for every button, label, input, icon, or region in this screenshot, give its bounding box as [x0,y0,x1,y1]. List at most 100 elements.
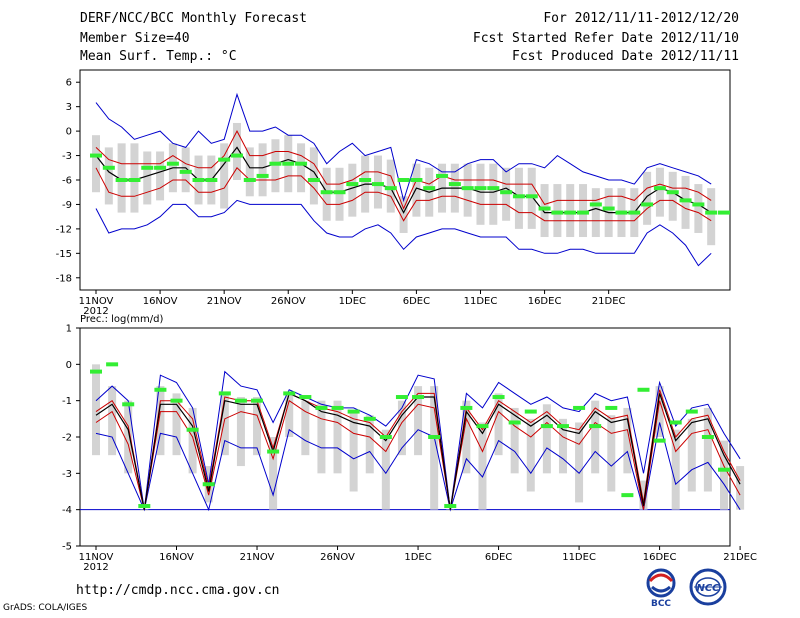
prec-observed-mark [444,504,457,509]
grads-credit: GrADS: COLA/IGES [3,603,88,613]
prec-ensemble-box [301,400,310,456]
member-size: Member Size=40 [80,31,190,46]
temp-x-tick-label: 21DEC [592,296,626,307]
temp-observed-mark [538,206,551,211]
temp-ensemble-box [92,135,100,193]
temp-observed-mark [487,186,500,191]
prec-observed-mark [573,405,586,410]
prec-observed-mark [283,391,296,396]
temp-ensemble-box [399,196,408,233]
temp-observed-mark [653,186,666,191]
temp-observed-mark [141,165,154,170]
temp-ensemble-box [694,184,703,233]
temp-observed-mark [589,202,602,207]
temp-ensemble-box [412,163,421,217]
temp-x-tick-label: 11NOV [79,296,114,307]
prec-x-tick-label: 11DEC [562,552,596,563]
prec-observed-mark [347,409,360,414]
temp-observed-mark [512,194,525,199]
temp-ensemble-box [373,155,382,209]
temp-ensemble-box [489,163,498,225]
temp-observed-mark [333,190,346,195]
temp-ensemble-box [181,147,190,193]
prec-observed-mark [218,391,231,396]
temp-observed-mark [90,153,102,158]
temp-observed-mark [243,178,256,182]
temp-observed-mark [448,182,461,187]
temp-x-tick-label: 16DEC [528,296,562,307]
prec-ensemble-box [188,407,197,474]
temp-observed-mark [397,178,410,182]
prec-ensemble-box [381,429,390,510]
prec-ensemble-box [333,400,342,474]
prec-observed-mark [106,362,119,367]
prec-ensemble-box [124,400,133,474]
prec-ensemble-box [172,393,181,456]
temp-y-tick-label: -15 [56,249,72,260]
prec-y-tick-label: -5 [62,542,72,553]
prec-ensemble-box [687,418,696,492]
prec-observed-mark [718,467,730,472]
prec-x-tick-label: 11NOV [79,552,114,563]
prec-y-tick-label: -4 [62,505,72,516]
prec-observed-mark [653,438,666,443]
prec-observed-mark [299,395,312,400]
prec-observed-mark [508,420,521,425]
source-url[interactable]: http://cmdp.ncc.cma.gov.cn [76,583,280,598]
ncc-logo-icon: NCC [689,568,727,606]
temp-ensemble-box [463,163,472,217]
prec-ensemble-box [317,400,326,474]
prec-ensemble-box [92,364,100,456]
temp-observed-mark [154,165,167,170]
temp-ensemble-box [258,143,267,197]
prec-x-tick-label: 26NOV [320,552,355,563]
prec-observed-mark [90,369,102,374]
prec-ensemble-box [671,429,680,510]
temp-ensemble-box [591,188,600,238]
bcc-logo-icon: BCC [646,568,676,609]
prec-ensemble-box [736,466,745,510]
temp-ensemble-box [348,163,357,217]
prec-ensemble-box [236,397,245,467]
prec-ensemble-box [253,397,262,456]
prec-ensemble-box [655,386,664,437]
prec-x-tick-label: 21DEC [723,552,757,563]
prec-ensemble-box [591,400,600,474]
prec-x-tick-label: 16DEC [643,552,677,563]
prec-ensemble-box [703,407,712,492]
temp-ensemble-box [655,167,664,217]
prec-observed-mark [186,427,199,432]
temp-observed-mark [551,210,564,215]
forecast-period: For 2012/11/11-2012/12/20 [543,11,739,26]
temp-x-tick-label: 11DEC [464,296,498,307]
temp-observed-mark [282,161,295,166]
temp-observed-mark [128,178,141,182]
temp-ensemble-box [553,184,562,238]
temp-observed-mark [564,210,577,215]
prec-observed-mark [524,409,537,414]
temp-ensemble-box [117,143,126,213]
prec-ensemble-box [623,407,632,474]
prec-min-line [95,422,741,512]
temp-lower-line [95,167,712,222]
temp-observed-mark [359,178,372,182]
prec-observed-mark [540,424,553,429]
temp-ensemble-box [271,139,280,193]
prec-observed-mark [637,387,650,392]
temp-y-tick-label: 6 [66,78,72,89]
temp-ensemble-box [579,184,588,238]
prec-observed-mark [476,424,489,429]
ncc-logo-text: NCC [696,583,720,594]
temp-y-tick-label: 3 [66,102,72,113]
prec-ensemble-box [269,437,278,510]
prec-ensemble-box [156,386,165,456]
temp-observed-mark [423,186,436,191]
temp-observed-mark [346,182,359,187]
temp-observed-mark [474,186,487,191]
temp-ensemble-box [297,143,306,193]
prec-y-tick-label: -3 [62,469,72,480]
temp-observed-mark [577,210,590,215]
prec-observed-mark [412,395,425,400]
prec-ensemble-box [365,415,374,474]
temp-observed-mark [436,173,449,178]
